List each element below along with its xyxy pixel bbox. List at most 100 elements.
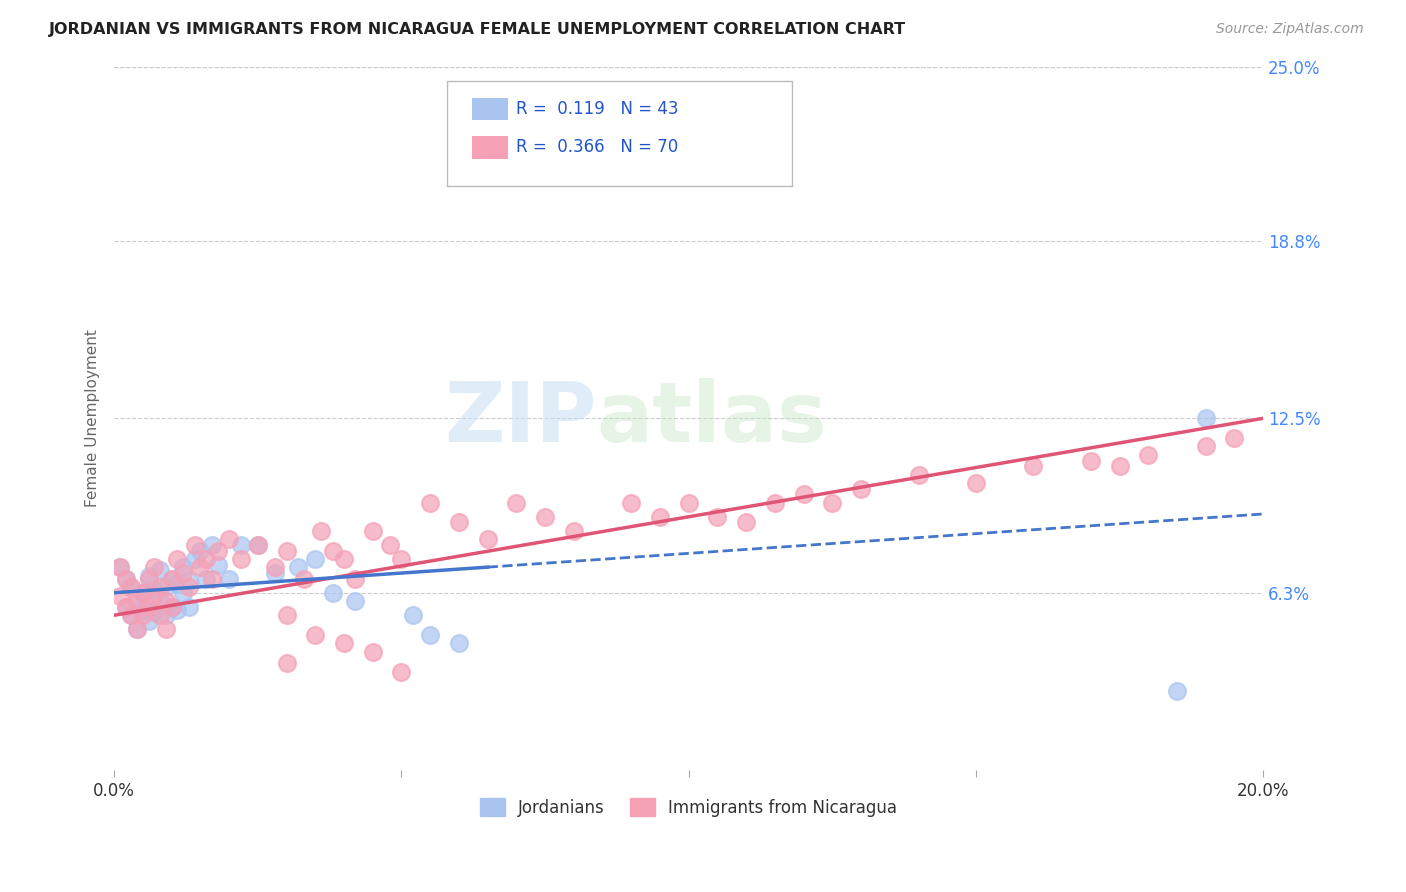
Point — [149, 594, 172, 608]
Point — [127, 594, 149, 608]
Point — [177, 574, 200, 589]
Y-axis label: Female Unemployment: Female Unemployment — [86, 329, 100, 508]
Point — [344, 594, 367, 608]
Point — [183, 538, 205, 552]
Point — [108, 560, 131, 574]
Point — [821, 496, 844, 510]
Point — [114, 572, 136, 586]
Point — [1108, 459, 1130, 474]
Point — [620, 496, 643, 510]
Point — [361, 524, 384, 538]
Text: R =  0.366   N = 70: R = 0.366 N = 70 — [516, 138, 679, 156]
Point — [172, 566, 194, 580]
Point — [218, 572, 240, 586]
Point — [155, 580, 177, 594]
Point — [793, 487, 815, 501]
Point — [447, 516, 470, 530]
Point — [143, 606, 166, 620]
Point — [155, 608, 177, 623]
Point — [292, 572, 315, 586]
Point — [127, 623, 149, 637]
Point — [172, 586, 194, 600]
Point — [304, 552, 326, 566]
Point — [344, 572, 367, 586]
Point — [120, 580, 142, 594]
Point — [201, 538, 224, 552]
Point — [1137, 448, 1160, 462]
Point — [138, 599, 160, 614]
Point — [505, 496, 527, 510]
Point — [166, 577, 188, 591]
Point — [155, 594, 177, 608]
Point — [160, 572, 183, 586]
Point — [229, 552, 252, 566]
Point — [246, 538, 269, 552]
Point — [120, 608, 142, 623]
Point — [195, 552, 218, 566]
Point — [965, 475, 987, 490]
Point — [183, 552, 205, 566]
Point — [143, 560, 166, 574]
Point — [419, 496, 441, 510]
Point — [304, 628, 326, 642]
Legend: Jordanians, Immigrants from Nicaragua: Jordanians, Immigrants from Nicaragua — [471, 790, 905, 825]
Point — [190, 543, 212, 558]
Point — [447, 636, 470, 650]
Point — [207, 558, 229, 572]
Point — [1080, 453, 1102, 467]
Point — [114, 599, 136, 614]
Point — [735, 516, 758, 530]
Point — [149, 608, 172, 623]
Point — [143, 589, 166, 603]
Point — [402, 608, 425, 623]
Point — [477, 533, 499, 547]
Point — [190, 560, 212, 574]
Point — [114, 572, 136, 586]
Point — [246, 538, 269, 552]
Point — [229, 538, 252, 552]
Point — [201, 572, 224, 586]
Point — [132, 602, 155, 616]
Point — [108, 560, 131, 574]
Point — [160, 599, 183, 614]
Point — [177, 599, 200, 614]
Point — [276, 656, 298, 670]
Point — [287, 560, 309, 574]
Point — [378, 538, 401, 552]
Point — [138, 569, 160, 583]
Text: Source: ZipAtlas.com: Source: ZipAtlas.com — [1216, 22, 1364, 37]
Point — [143, 582, 166, 597]
FancyBboxPatch shape — [447, 80, 792, 186]
Point — [1195, 439, 1218, 453]
Point — [419, 628, 441, 642]
Point — [160, 599, 183, 614]
Point — [120, 580, 142, 594]
Point — [1022, 459, 1045, 474]
Point — [391, 665, 413, 679]
Point — [264, 560, 287, 574]
Point — [155, 623, 177, 637]
Point — [160, 572, 183, 586]
Point — [276, 608, 298, 623]
Point — [763, 496, 786, 510]
Point — [149, 580, 172, 594]
Point — [678, 496, 700, 510]
Point — [172, 560, 194, 574]
Point — [132, 586, 155, 600]
Point — [264, 566, 287, 580]
Point — [321, 543, 343, 558]
Point — [120, 608, 142, 623]
Point — [321, 586, 343, 600]
Point — [207, 543, 229, 558]
Point — [706, 509, 728, 524]
Point — [1195, 411, 1218, 425]
Point — [114, 599, 136, 614]
Point — [132, 586, 155, 600]
Point — [177, 580, 200, 594]
Text: ZIP: ZIP — [444, 378, 596, 458]
Point — [849, 482, 872, 496]
Text: R =  0.119   N = 43: R = 0.119 N = 43 — [516, 100, 679, 118]
Point — [276, 543, 298, 558]
Point — [1223, 431, 1246, 445]
Point — [333, 552, 356, 566]
